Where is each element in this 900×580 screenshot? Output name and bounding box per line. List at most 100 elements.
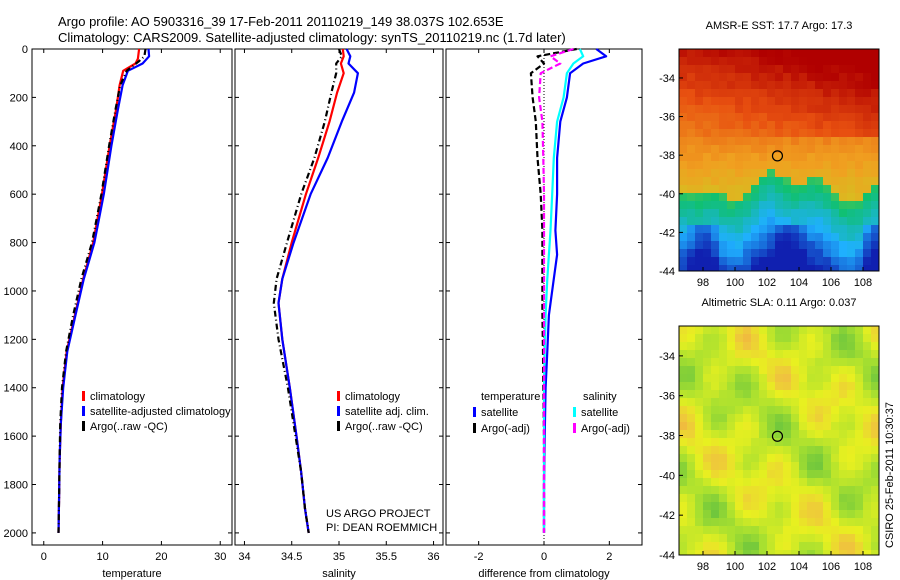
sst-map-cell: [727, 81, 736, 90]
sla-map-cell: [743, 350, 752, 359]
sst-map-cell: [823, 249, 832, 258]
sla-map-cell: [863, 446, 872, 455]
sla-map-cell: [687, 430, 696, 439]
sst-map-cell: [767, 81, 776, 90]
sla-map-cell: [751, 550, 760, 556]
sla-map-cell: [759, 518, 768, 527]
sla-map-cell: [823, 422, 832, 431]
sla-map-cell: [871, 342, 880, 351]
sla-map-cell: [767, 358, 776, 367]
sst-map-cell: [839, 57, 848, 66]
sst-map-cell: [863, 185, 872, 194]
sla-map-cell: [807, 398, 816, 407]
sst-map-cell: [823, 257, 832, 266]
sst-map-cell: [823, 145, 832, 154]
sla-map-cell: [871, 414, 880, 423]
sst-map-cell: [783, 129, 792, 138]
sla-map-cell: [815, 358, 824, 367]
sst-map-cell: [687, 73, 696, 82]
sst-map-cell: [735, 249, 744, 258]
temperature-profile-series-line: [57, 48, 147, 533]
sla-map-cell: [743, 446, 752, 455]
sla-map-cell: [871, 358, 880, 367]
sla-map-cell: [871, 478, 880, 487]
sst-map-cell: [743, 65, 752, 74]
sst-map-cell: [711, 217, 720, 226]
sla-map-cell: [759, 406, 768, 415]
sst-map-cell: [743, 161, 752, 170]
sst-map-ytick-label: -38: [659, 150, 675, 162]
sla-map-cell: [791, 326, 800, 335]
sla-map-cell: [799, 398, 808, 407]
sst-map-cell: [711, 193, 720, 202]
sst-map-cell: [783, 145, 792, 154]
sst-map-cell: [799, 121, 808, 130]
sst-map-cell: [807, 153, 816, 162]
temperature-profile-frame: [31, 48, 233, 546]
sst-map-cell: [751, 225, 760, 234]
sst-map-cell: [727, 65, 736, 74]
sla-map-cell: [807, 542, 816, 551]
sla-map-cell: [767, 390, 776, 399]
sst-map-cell: [863, 177, 872, 186]
sst-map-cell: [679, 81, 688, 90]
sst-map-cell: [711, 153, 720, 162]
sla-map-cell: [727, 526, 736, 535]
sst-map-cell: [767, 185, 776, 194]
sst-map-cell: [751, 97, 760, 106]
sla-map-cell: [855, 350, 864, 359]
sla-map-cell: [807, 446, 816, 455]
sst-map-cell: [831, 177, 840, 186]
sla-map-cell: [871, 390, 880, 399]
sst-map-cell: [719, 257, 728, 266]
sla-map-cell: [823, 342, 832, 351]
sla-map-cell: [831, 534, 840, 543]
sla-map-cell: [687, 390, 696, 399]
sla-map-cell: [807, 454, 816, 463]
sla-map-cell: [791, 422, 800, 431]
sst-map-cell: [767, 57, 776, 66]
sla-map-cell: [695, 342, 704, 351]
sla-map-cell: [871, 350, 880, 359]
sst-map-cell: [695, 57, 704, 66]
sst-map-cell: [703, 225, 712, 234]
sla-map-cell: [775, 502, 784, 511]
sla-map-cell: [871, 422, 880, 431]
sla-map-cell: [839, 446, 848, 455]
sst-map-cell: [783, 257, 792, 266]
sst-map-cell: [783, 249, 792, 258]
sla-map-cell: [855, 478, 864, 487]
sst-map-cell: [687, 257, 696, 266]
sst-map-cell: [863, 97, 872, 106]
sla-map-cell: [711, 382, 720, 391]
sst-map-cell: [823, 225, 832, 234]
sla-map-cell: [743, 414, 752, 423]
sla-map-cell: [679, 478, 688, 487]
sla-map-cell: [791, 366, 800, 375]
sst-map-cell: [831, 145, 840, 154]
difference-profile-legend-swatch: [573, 407, 576, 417]
sla-map-cell: [719, 422, 728, 431]
sla-map-cell: [743, 470, 752, 479]
sst-map-cell: [839, 81, 848, 90]
sst-map-cell: [847, 265, 856, 272]
sst-map-cell: [735, 193, 744, 202]
sla-map-cell: [839, 422, 848, 431]
sst-map-cell: [863, 129, 872, 138]
sst-map-cell: [743, 145, 752, 154]
sla-map-cell: [855, 334, 864, 343]
sst-map-cell: [815, 209, 824, 218]
sla-map-cell: [695, 406, 704, 415]
sst-map-cell: [855, 209, 864, 218]
sst-map-cell: [783, 81, 792, 90]
sla-map-cell: [727, 390, 736, 399]
salinity-profile-xtick-label: 35: [333, 551, 345, 563]
sst-map-cell: [679, 153, 688, 162]
sst-map-cell: [783, 201, 792, 210]
sst-map-cell: [679, 209, 688, 218]
sla-map-cell: [799, 350, 808, 359]
sst-map-cell: [863, 65, 872, 74]
sst-map-cell: [791, 249, 800, 258]
sst-map-cell: [871, 233, 880, 242]
sst-map-cell: [759, 193, 768, 202]
